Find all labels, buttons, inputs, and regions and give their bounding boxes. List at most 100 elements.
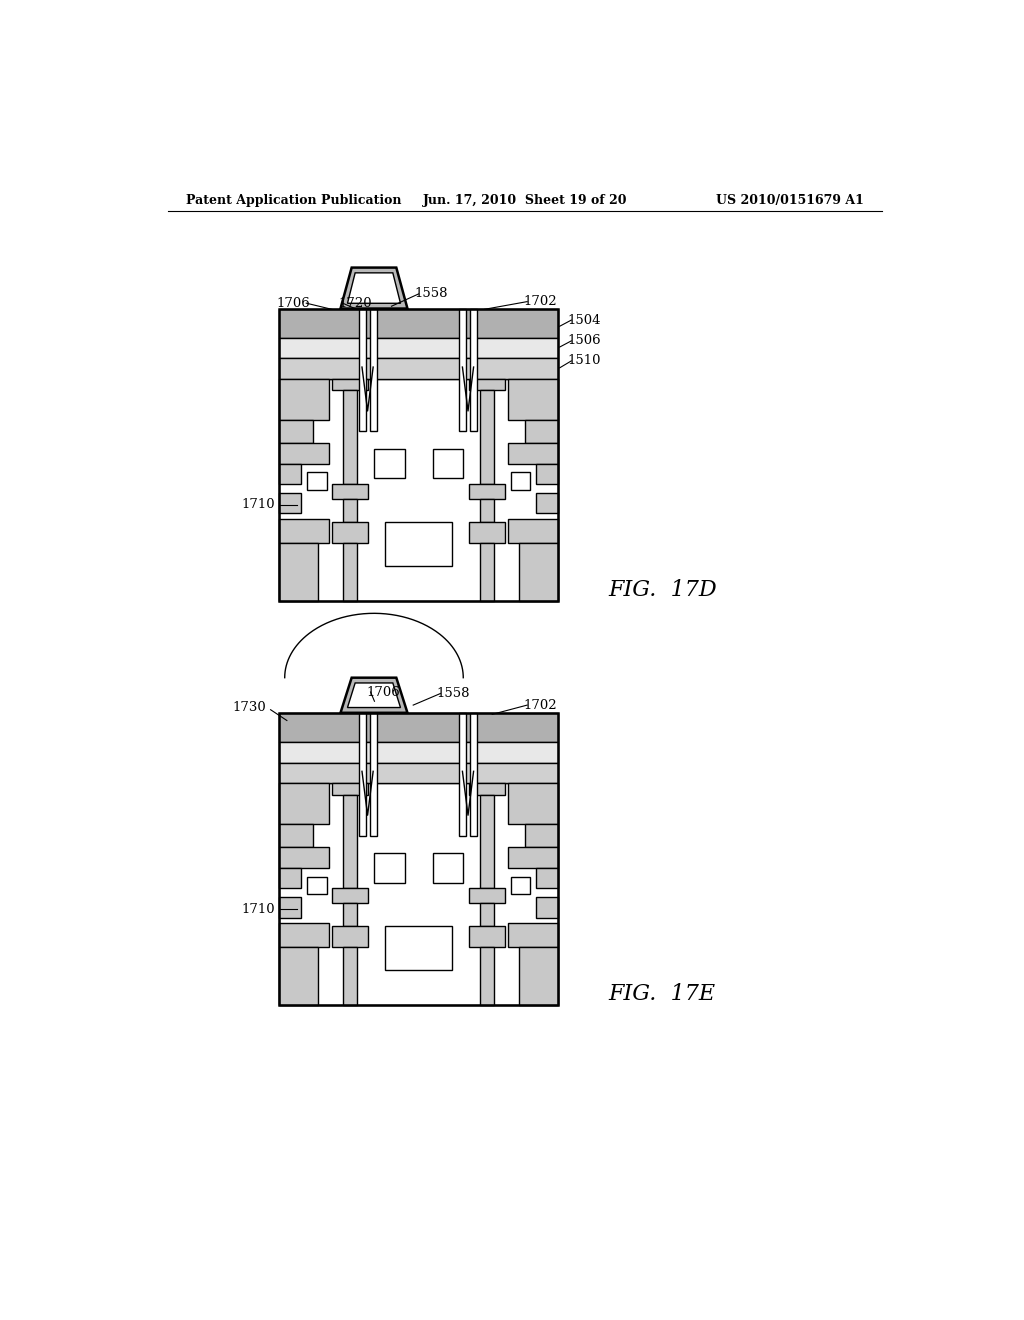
Bar <box>480 946 494 1006</box>
Bar <box>343 543 357 601</box>
Bar <box>536 867 558 888</box>
Bar <box>332 379 369 391</box>
Bar <box>370 309 377 432</box>
Bar <box>519 543 558 601</box>
Text: 1702: 1702 <box>523 296 557 308</box>
Bar <box>280 783 330 824</box>
Bar <box>374 449 404 478</box>
Text: Jun. 17, 2010  Sheet 19 of 20: Jun. 17, 2010 Sheet 19 of 20 <box>423 194 627 207</box>
Bar <box>511 876 530 894</box>
Bar <box>459 309 466 432</box>
Bar <box>280 742 558 763</box>
Bar <box>332 484 369 499</box>
Polygon shape <box>341 268 408 309</box>
Text: 1710: 1710 <box>242 499 275 511</box>
Bar <box>280 463 301 484</box>
Bar <box>332 783 369 795</box>
Bar <box>469 783 505 795</box>
Bar <box>508 783 558 824</box>
Bar <box>343 903 357 927</box>
Bar <box>370 713 377 836</box>
Text: 1506: 1506 <box>567 334 601 347</box>
Bar <box>524 824 558 847</box>
Bar <box>480 499 494 523</box>
Text: 1706: 1706 <box>276 297 310 310</box>
Text: 1730: 1730 <box>232 701 266 714</box>
Bar <box>536 898 558 917</box>
Bar <box>280 338 558 358</box>
Text: FIG.  17D: FIG. 17D <box>608 578 717 601</box>
Bar <box>480 903 494 927</box>
Bar <box>280 824 312 847</box>
Text: 1510: 1510 <box>567 354 601 367</box>
Bar <box>508 519 558 543</box>
Bar <box>480 543 494 601</box>
Bar <box>508 379 558 420</box>
Bar <box>307 473 327 490</box>
Bar <box>469 523 505 543</box>
Bar <box>280 309 558 601</box>
Bar <box>536 492 558 513</box>
Bar <box>459 713 466 836</box>
Bar <box>280 358 558 379</box>
Text: US 2010/0151679 A1: US 2010/0151679 A1 <box>717 194 864 207</box>
Bar <box>343 499 357 523</box>
Bar <box>432 449 463 478</box>
Bar <box>332 523 369 543</box>
Bar <box>511 473 530 490</box>
Text: 1720: 1720 <box>339 297 373 310</box>
Text: 1710: 1710 <box>242 903 275 916</box>
Bar <box>280 379 558 601</box>
Bar <box>432 853 463 883</box>
Bar <box>480 795 494 888</box>
Bar <box>469 888 505 903</box>
Bar <box>280 309 558 338</box>
Bar <box>280 898 301 917</box>
Text: 1702: 1702 <box>523 698 557 711</box>
Bar <box>469 927 505 946</box>
Bar <box>358 713 366 836</box>
Text: Patent Application Publication: Patent Application Publication <box>186 194 401 207</box>
Bar <box>280 713 558 742</box>
Bar <box>508 924 558 946</box>
Bar <box>385 523 453 566</box>
Polygon shape <box>341 677 408 713</box>
Bar <box>280 309 558 601</box>
Bar <box>469 484 505 499</box>
Bar <box>508 847 558 867</box>
Text: 1504: 1504 <box>567 314 601 326</box>
Bar <box>280 867 301 888</box>
Bar <box>307 876 327 894</box>
Bar <box>280 924 330 946</box>
Bar <box>280 713 558 1006</box>
Bar <box>469 379 505 391</box>
Bar <box>280 713 558 1006</box>
Bar <box>332 888 369 903</box>
Bar <box>374 853 404 883</box>
Bar <box>343 391 357 484</box>
Text: 1558: 1558 <box>436 686 470 700</box>
Text: 1558: 1558 <box>415 288 449 301</box>
Bar <box>280 492 301 513</box>
Bar <box>385 927 453 970</box>
Bar <box>480 391 494 484</box>
Bar <box>280 946 318 1006</box>
Polygon shape <box>347 273 400 304</box>
Bar <box>519 946 558 1006</box>
Bar <box>280 783 558 1006</box>
Bar <box>470 309 477 432</box>
Bar <box>280 420 312 444</box>
Bar <box>508 444 558 463</box>
Bar <box>280 379 330 420</box>
Bar <box>280 444 330 463</box>
Text: 1706: 1706 <box>367 685 400 698</box>
Text: FIG.  17E: FIG. 17E <box>608 983 716 1005</box>
Bar <box>280 847 330 867</box>
Bar <box>343 795 357 888</box>
Bar <box>332 927 369 946</box>
Bar <box>343 946 357 1006</box>
Bar <box>280 763 558 783</box>
Bar <box>470 713 477 836</box>
Bar <box>524 420 558 444</box>
Bar <box>536 463 558 484</box>
